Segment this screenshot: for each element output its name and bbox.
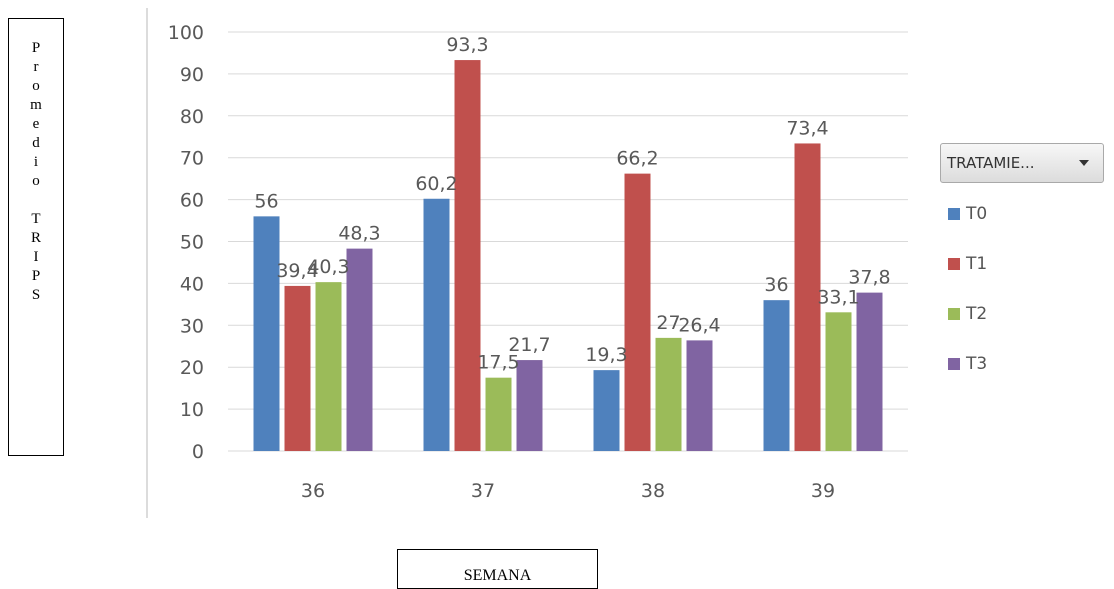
data-label: 17,5: [477, 352, 519, 374]
y-tick-label: 30: [180, 315, 204, 337]
y-tick-labels: 0 10 20 30 40 50 60 70 80 90 100: [168, 22, 204, 463]
y-tick-label: 50: [180, 232, 204, 254]
y-axis-label-char: m: [30, 97, 42, 113]
bar-t2-37: [485, 377, 512, 451]
bar-t3-37: [516, 360, 543, 451]
bar-t1-38: [624, 173, 651, 451]
legend-filter-dropdown[interactable]: TRATAMIE...: [940, 143, 1104, 183]
y-tick-label: 80: [180, 106, 204, 128]
bar-t1-39: [794, 143, 821, 452]
legend-swatch: [948, 308, 960, 320]
legend-item-t1[interactable]: T1: [948, 239, 987, 289]
data-label: 56: [254, 190, 278, 212]
y-tick-label: 40: [180, 273, 204, 295]
legend-label: T0: [966, 204, 988, 224]
data-label: 36: [764, 274, 788, 296]
data-label: 33,1: [817, 286, 859, 308]
y-axis-label-char: T: [31, 211, 41, 227]
y-axis-label-char: e: [32, 116, 40, 132]
x-axis-label-box: SEMANA: [397, 549, 598, 589]
bar-t3-38: [686, 340, 713, 451]
data-label: 37,8: [848, 267, 890, 289]
x-tick-label: 39: [811, 480, 835, 502]
y-tick-label: 20: [180, 357, 204, 379]
legend-label: T1: [966, 254, 988, 274]
y-tick-label: 70: [180, 148, 204, 170]
y-axis-label-char: d: [32, 135, 40, 151]
data-labels: 56 39,440,3 48,3 60,2 93,3 17,521,7 19,3 66,2 27…: [254, 34, 890, 374]
chevron-down-icon: [1079, 160, 1089, 166]
legend-label: T3: [966, 354, 988, 374]
y-axis-label-char: S: [31, 287, 41, 303]
y-tick-label: 0: [192, 441, 204, 463]
y-axis-label-char: o: [32, 173, 40, 189]
bar-t2-36: [315, 282, 342, 451]
x-tick-label: 38: [641, 480, 665, 502]
y-axis-label-char: R: [30, 230, 41, 246]
x-tick-label: 37: [471, 480, 495, 502]
y-axis-label-char: P: [31, 268, 41, 284]
y-tick-label: 60: [180, 190, 204, 212]
data-label: 40,3: [307, 256, 349, 278]
data-label: 93,3: [446, 34, 488, 56]
data-label: 21,7: [508, 334, 550, 356]
legend-item-t0[interactable]: T0: [948, 189, 987, 239]
y-axis-label-char: P: [31, 40, 41, 56]
y-axis-label-char: i: [33, 154, 39, 170]
x-tick-label: 36: [301, 480, 325, 502]
y-tick-label: 90: [180, 64, 204, 86]
bar-chart: 0 10 20 30 40 50 60 70 80 90 100 56 39,440,3 48,3 60,…: [146, 8, 908, 518]
y-tick-label: 10: [180, 399, 204, 421]
data-label: 60,2: [415, 173, 457, 195]
data-label: 39,4: [276, 260, 318, 282]
bars: [253, 60, 883, 452]
legend-swatch: [948, 358, 960, 370]
y-axis-label-char: o: [32, 78, 40, 94]
bar-t3-36: [346, 248, 373, 451]
bar-t0-39: [763, 300, 790, 451]
bar-t2-39: [825, 312, 852, 451]
bar-t2-38: [655, 337, 682, 451]
y-axis-label-char: I: [33, 249, 39, 265]
bar-t0-38: [593, 370, 620, 451]
bar-t0-37: [423, 198, 450, 451]
legend-swatch: [948, 258, 960, 270]
data-label: 26,4: [678, 314, 720, 336]
legend-swatch: [948, 208, 960, 220]
data-label: 48,3: [338, 223, 380, 245]
y-axis-label-char: [34, 191, 38, 210]
legend-item-t3[interactable]: T3: [948, 339, 987, 389]
bar-t0-36: [253, 216, 280, 451]
data-label: 73,4: [786, 117, 828, 139]
bar-t1-37: [454, 60, 481, 452]
data-label: 66,2: [616, 148, 658, 170]
x-tick-labels: 36 37 38 39: [301, 480, 835, 502]
y-tick-label: 100: [168, 22, 204, 44]
bar-t1-36: [284, 285, 311, 451]
bar-t3-39: [856, 292, 883, 451]
y-axis-label-char: r: [33, 59, 39, 75]
legend-filter-label: TRATAMIE...: [947, 154, 1035, 172]
legend: T0 T1 T2 T3: [948, 189, 987, 389]
data-label: 19,3: [585, 344, 627, 366]
legend-item-t2[interactable]: T2: [948, 289, 987, 339]
data-label: 27: [656, 312, 680, 334]
legend-label: T2: [966, 304, 988, 324]
